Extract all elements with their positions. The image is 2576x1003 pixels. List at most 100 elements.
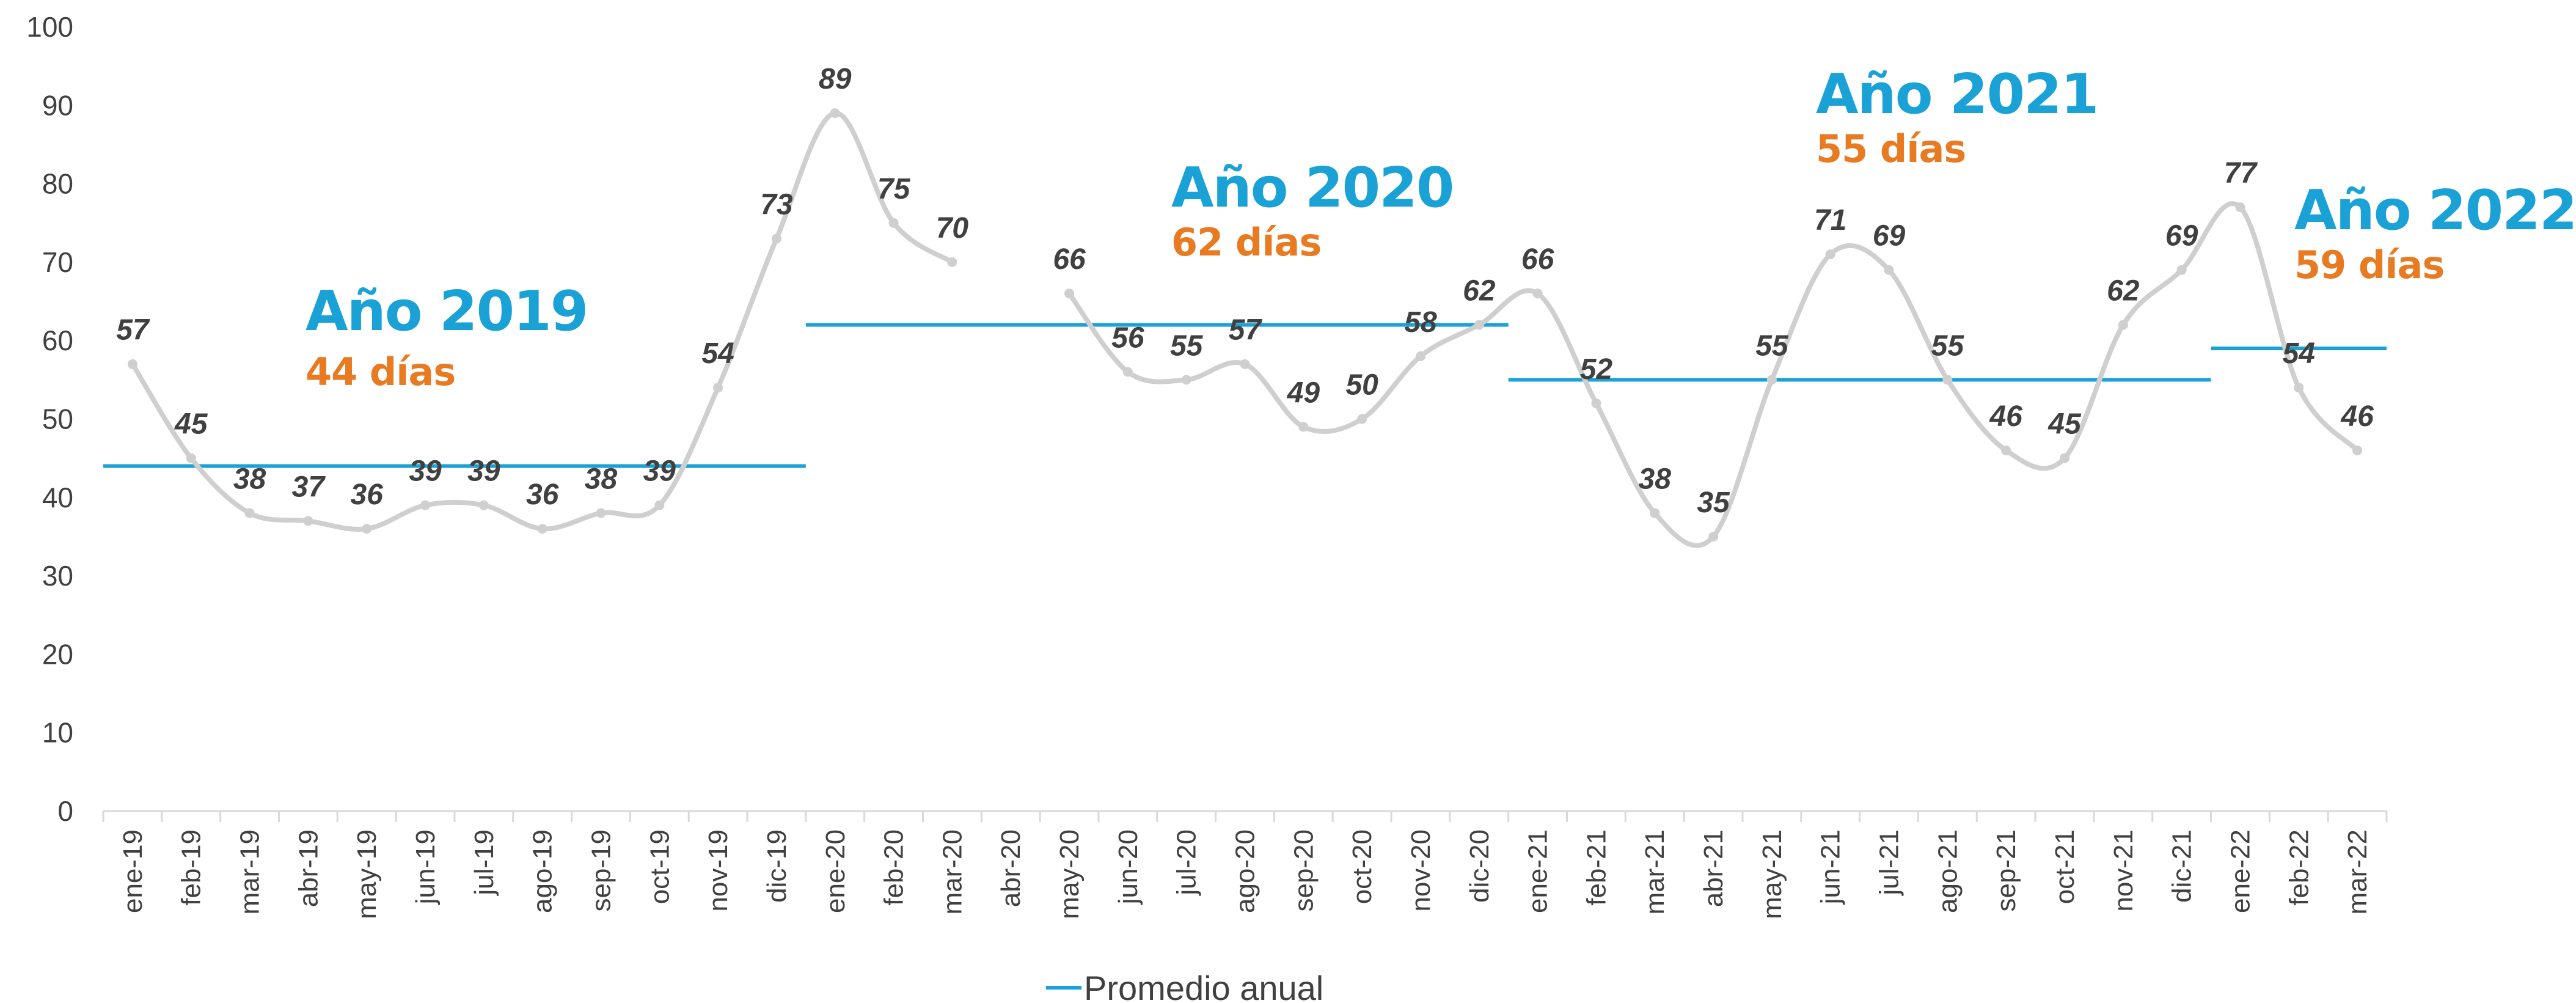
data-point	[2059, 453, 2069, 463]
year-average-value: 62 días	[1171, 220, 1321, 265]
data-point	[1532, 288, 1543, 299]
x-tick-label: feb-21	[1581, 829, 1611, 906]
data-label: 69	[1873, 220, 1906, 252]
y-tick-label: 50	[42, 403, 73, 435]
data-point	[1357, 414, 1367, 424]
x-tick-label: jul-20	[1172, 829, 1202, 897]
x-tick-label: dic-20	[1465, 829, 1495, 903]
data-label: 39	[643, 455, 676, 488]
x-tick-label: abr-19	[293, 829, 323, 907]
data-point	[1766, 375, 1777, 385]
legend-label: Promedio anual	[1084, 969, 1323, 1003]
data-point	[947, 257, 957, 267]
x-tick-label: jun-19	[411, 829, 441, 905]
data-label: 57	[1229, 314, 1263, 347]
x-tick-label: may-21	[1757, 829, 1787, 919]
y-tick-label: 60	[42, 325, 73, 356]
data-label: 39	[467, 455, 500, 488]
data-point	[127, 359, 137, 369]
data-point	[1591, 398, 1601, 408]
x-tick-label: mar-20	[937, 829, 967, 914]
x-tick-label: sep-19	[586, 829, 616, 912]
x-tick-label: may-19	[352, 829, 382, 919]
data-label: 55	[1931, 329, 1965, 362]
y-axis-ticks: 0 10 20 30 40 50 60 70 80 90 100	[26, 11, 73, 827]
x-tick-label: ago-21	[1933, 829, 1963, 913]
data-point	[244, 508, 255, 518]
legend: Promedio anual	[1046, 969, 1323, 1003]
data-label: 66	[1521, 243, 1554, 276]
y-tick-label: 40	[42, 482, 73, 513]
x-tick-label: feb-20	[879, 829, 909, 906]
x-tick-label: oct-21	[2050, 829, 2080, 904]
x-tick-label: jul-19	[469, 829, 499, 897]
year-title: Año 2019	[306, 279, 587, 344]
x-tick-label: dic-21	[2167, 829, 2197, 903]
x-tick-label: ene-20	[821, 829, 851, 913]
data-point	[1415, 351, 1425, 361]
data-point	[1064, 288, 1075, 299]
data-label: 54	[701, 337, 734, 370]
x-tick-label: nov-20	[1406, 829, 1436, 912]
y-tick-label: 0	[57, 795, 73, 827]
data-point	[888, 218, 899, 228]
x-tick-label: nov-21	[2109, 829, 2139, 912]
year-title: Año 2020	[1171, 156, 1453, 220]
year-average-value: 44 días	[306, 350, 455, 394]
data-point	[830, 108, 840, 119]
x-tick-label: nov-19	[703, 829, 733, 912]
data-label: 62	[2107, 275, 2140, 307]
data-label: 35	[1697, 487, 1730, 519]
data-point	[2118, 320, 2128, 330]
data-point	[1884, 265, 1894, 275]
x-tick-label: mar-22	[2343, 829, 2373, 914]
y-tick-label: 10	[42, 717, 73, 749]
x-tick-label: abr-21	[1699, 829, 1729, 907]
data-point	[1708, 531, 1719, 542]
data-label: 73	[760, 188, 793, 221]
series-line	[130, 111, 955, 532]
data-point	[713, 383, 723, 393]
data-label: 56	[1111, 322, 1144, 355]
data-point	[478, 500, 489, 510]
x-tick-label: mar-19	[235, 829, 265, 914]
data-label: 66	[1053, 243, 1086, 276]
x-tick-label: ene-21	[1523, 829, 1553, 913]
data-labels: 57 45 38 37 36 39 39 36 38 39 54 73 89 75 70 66 56 55 57 49…	[116, 63, 2374, 519]
year-title: Año 2022	[2294, 178, 2576, 243]
year-average-value: 55 días	[1816, 127, 1966, 171]
x-tick-label: jun-20	[1113, 829, 1143, 905]
data-label: 71	[1814, 204, 1846, 237]
data-label: 70	[936, 212, 969, 244]
x-tick-label: ago-19	[528, 829, 558, 913]
data-point	[2176, 265, 2187, 275]
x-tick-label: oct-19	[645, 829, 675, 904]
data-label: 77	[2224, 157, 2258, 189]
data-label: 37	[292, 471, 326, 503]
data-point	[186, 453, 196, 463]
data-label: 69	[2165, 220, 2198, 252]
data-point	[362, 524, 372, 534]
data-label: 36	[350, 479, 383, 511]
data-label: 46	[1989, 400, 2022, 433]
monthly-series	[127, 108, 2363, 548]
data-point	[654, 500, 665, 510]
y-tick-label: 30	[42, 560, 73, 592]
data-label: 58	[1404, 306, 1437, 339]
data-point	[2235, 202, 2245, 213]
data-label: 38	[585, 463, 618, 495]
data-point	[2294, 383, 2304, 393]
data-point	[596, 508, 606, 518]
data-label: 52	[1580, 353, 1613, 386]
x-tick-label: feb-22	[2284, 829, 2314, 906]
data-point	[1240, 359, 1250, 369]
y-tick-label: 20	[42, 638, 73, 670]
data-label: 75	[877, 173, 911, 205]
x-tick-label: abr-20	[996, 829, 1026, 907]
data-point	[1474, 320, 1484, 330]
data-point	[771, 233, 781, 244]
data-point	[303, 516, 313, 526]
data-label: 38	[233, 463, 266, 495]
